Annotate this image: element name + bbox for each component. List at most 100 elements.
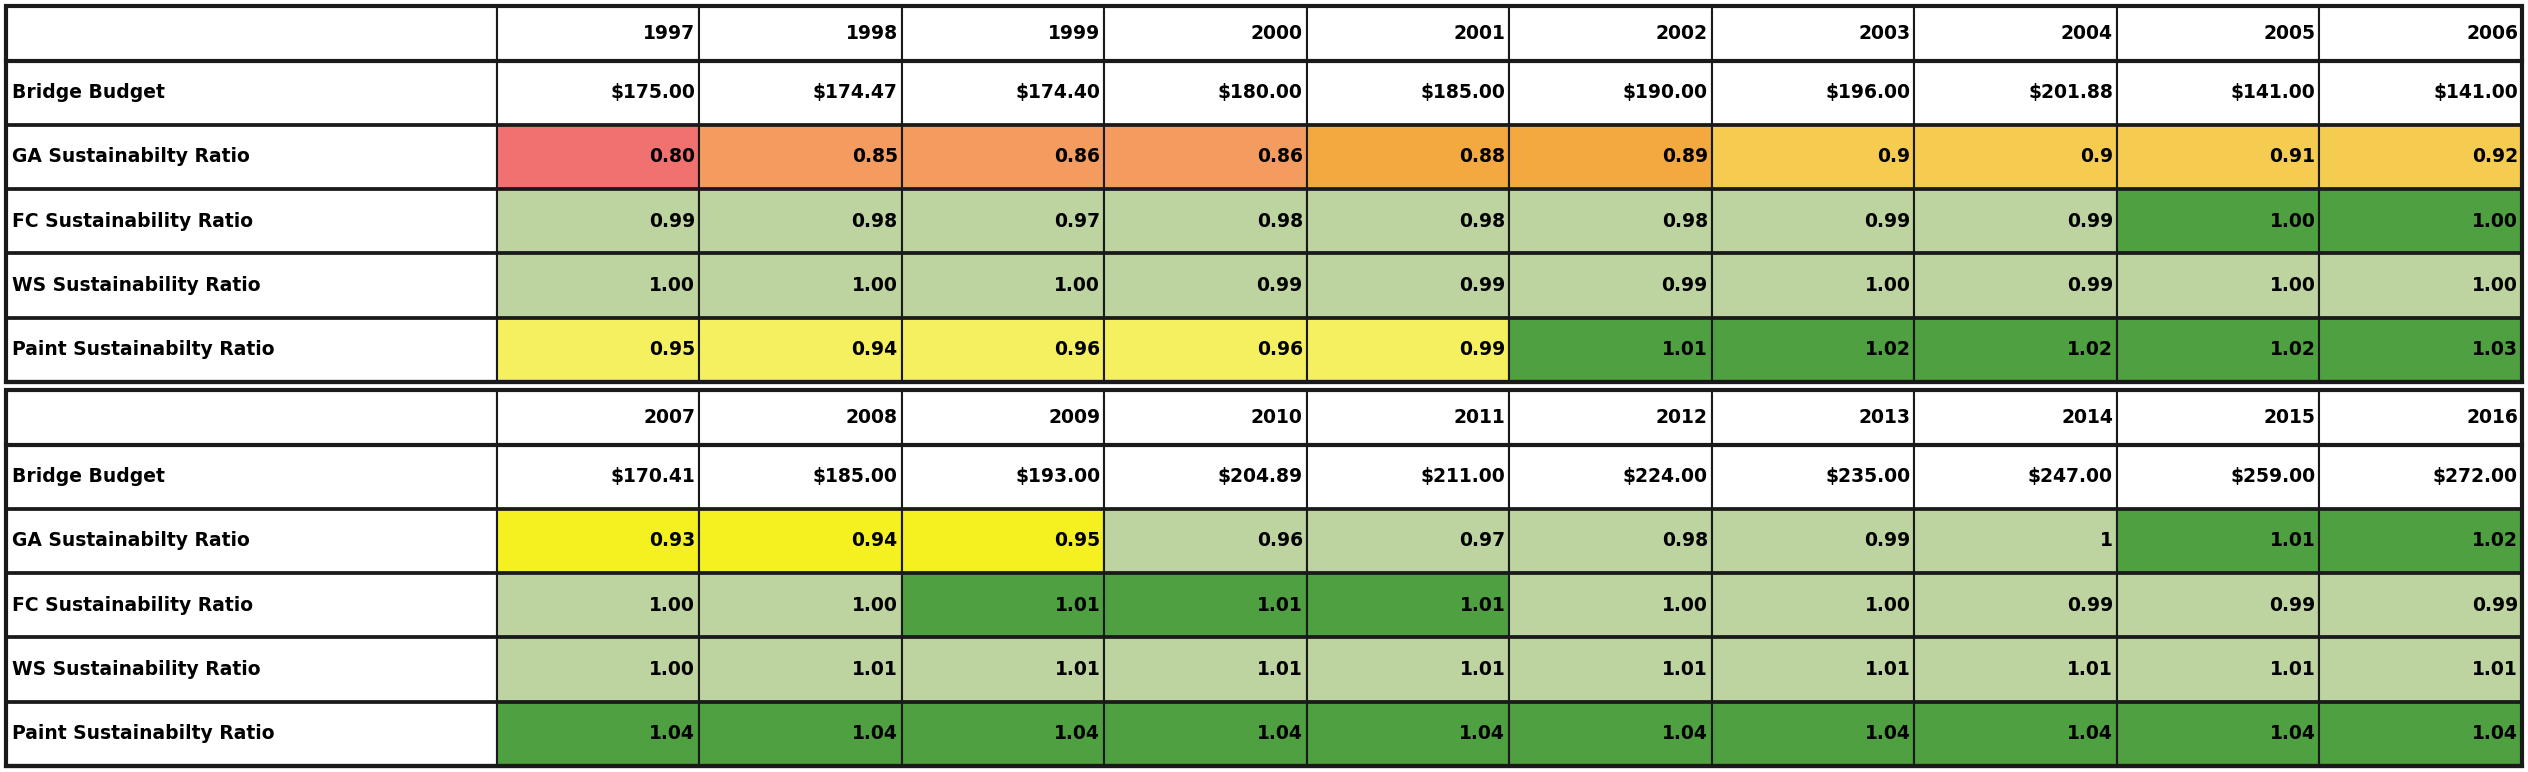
Text: 1.00: 1.00 (2270, 212, 2316, 231)
Text: 2010: 2010 (1251, 408, 1302, 427)
Text: 1.04: 1.04 (1256, 724, 1302, 743)
Text: 0.98: 0.98 (852, 212, 897, 231)
Text: 0.95: 0.95 (650, 340, 695, 359)
Bar (5, 6, 495, 60)
Text: 1.01: 1.01 (1661, 340, 1709, 359)
Text: 0.88: 0.88 (1459, 147, 1504, 167)
Text: 0.98: 0.98 (1661, 531, 1709, 550)
Bar (1509, 638, 1711, 702)
Text: 1.01: 1.01 (2270, 660, 2316, 679)
Bar (700, 125, 902, 189)
Bar (1509, 60, 1711, 125)
Bar (1307, 509, 1509, 573)
Bar (902, 390, 1105, 445)
Bar (700, 60, 902, 125)
Text: 2011: 2011 (1454, 408, 1504, 427)
Text: 1.01: 1.01 (1054, 660, 1100, 679)
Text: $224.00: $224.00 (1623, 467, 1709, 486)
Bar (1509, 702, 1711, 766)
Text: $170.41: $170.41 (609, 467, 695, 486)
Text: 1.04: 1.04 (2472, 724, 2518, 743)
Text: 2008: 2008 (847, 408, 897, 427)
Bar (902, 445, 1105, 509)
Bar (1914, 189, 2116, 253)
Bar (2116, 253, 2321, 318)
Text: 0.94: 0.94 (852, 340, 897, 359)
Bar (1711, 445, 1914, 509)
Text: 0.99: 0.99 (2068, 596, 2113, 615)
Bar (700, 509, 902, 573)
Bar (2116, 125, 2321, 189)
Bar (2321, 573, 2523, 638)
Bar (5, 702, 495, 766)
Bar (2116, 6, 2321, 60)
Bar (1509, 445, 1711, 509)
Bar (2321, 445, 2523, 509)
Bar (902, 60, 1105, 125)
Bar (1307, 189, 1509, 253)
Text: 2007: 2007 (642, 408, 695, 427)
Text: $141.00: $141.00 (2230, 83, 2316, 102)
Text: Paint Sustainabilty Ratio: Paint Sustainabilty Ratio (13, 724, 276, 743)
Bar (5, 189, 495, 253)
Bar (1509, 390, 1711, 445)
Bar (1307, 253, 1509, 318)
Text: 1.01: 1.01 (1866, 660, 1911, 679)
Bar (5, 390, 495, 445)
Text: 1.04: 1.04 (1661, 724, 1709, 743)
Bar (1307, 445, 1509, 509)
Text: 2014: 2014 (2060, 408, 2113, 427)
Bar (700, 6, 902, 60)
Text: 1999: 1999 (1049, 24, 1100, 42)
Bar (1914, 638, 2116, 702)
Text: 1.00: 1.00 (1054, 276, 1100, 295)
Text: 0.86: 0.86 (1256, 147, 1302, 167)
Text: 0.86: 0.86 (1054, 147, 1100, 167)
Bar (495, 445, 700, 509)
Text: 1.02: 1.02 (2270, 340, 2316, 359)
Bar (1105, 638, 1307, 702)
Text: 2005: 2005 (2263, 24, 2316, 42)
Text: WS Sustainability Ratio: WS Sustainability Ratio (13, 276, 260, 295)
Bar (700, 253, 902, 318)
Bar (1509, 125, 1711, 189)
Text: 1.01: 1.01 (1054, 596, 1100, 615)
Text: $201.88: $201.88 (2027, 83, 2113, 102)
Bar (1307, 390, 1509, 445)
Bar (1711, 125, 1914, 189)
Text: 1.00: 1.00 (1866, 596, 1911, 615)
Text: $175.00: $175.00 (609, 83, 695, 102)
Text: FC Sustainability Ratio: FC Sustainability Ratio (13, 212, 253, 231)
Bar (2116, 702, 2321, 766)
Text: 1.04: 1.04 (1866, 724, 1911, 743)
Bar (1711, 509, 1914, 573)
Bar (1105, 125, 1307, 189)
Bar (902, 253, 1105, 318)
Bar (495, 509, 700, 573)
Text: $190.00: $190.00 (1623, 83, 1709, 102)
Text: 2002: 2002 (1656, 24, 1709, 42)
Bar (1307, 318, 1509, 382)
Bar (902, 702, 1105, 766)
Bar (2321, 702, 2523, 766)
Text: 0.99: 0.99 (2068, 212, 2113, 231)
Text: 0.9: 0.9 (2081, 147, 2113, 167)
Text: 0.99: 0.99 (1459, 340, 1504, 359)
Bar (495, 189, 700, 253)
Text: $193.00: $193.00 (1016, 467, 1100, 486)
Text: 1.01: 1.01 (1256, 660, 1302, 679)
Bar (902, 6, 1105, 60)
Text: GA Sustainabilty Ratio: GA Sustainabilty Ratio (13, 147, 250, 167)
Text: 2000: 2000 (1251, 24, 1302, 42)
Bar (1914, 390, 2116, 445)
Text: 1.04: 1.04 (650, 724, 695, 743)
Text: 0.99: 0.99 (1459, 276, 1504, 295)
Bar (495, 60, 700, 125)
Bar (5, 318, 495, 382)
Text: 0.98: 0.98 (1661, 212, 1709, 231)
Bar (902, 189, 1105, 253)
Bar (1105, 702, 1307, 766)
Text: 1.00: 1.00 (650, 596, 695, 615)
Bar (5, 445, 495, 509)
Text: $174.47: $174.47 (814, 83, 897, 102)
